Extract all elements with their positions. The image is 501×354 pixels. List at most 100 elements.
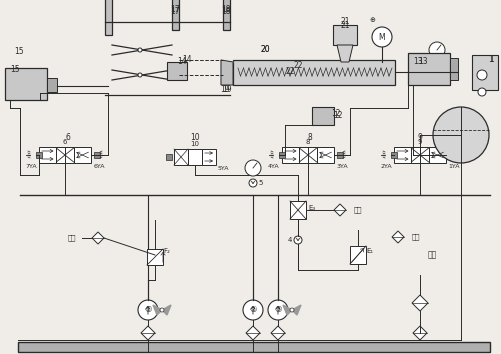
Text: 8: 8: [308, 132, 313, 142]
Text: 6: 6: [63, 139, 67, 145]
Polygon shape: [337, 45, 353, 62]
Text: 17: 17: [170, 7, 180, 17]
Bar: [223, 0, 230, 30]
Bar: [350, 246, 366, 264]
Bar: [299, 147, 317, 163]
Circle shape: [160, 308, 164, 312]
Text: 4: 4: [288, 237, 292, 243]
Circle shape: [138, 300, 158, 320]
Circle shape: [429, 42, 445, 58]
Bar: [233, 60, 395, 85]
Circle shape: [290, 308, 294, 312]
Text: 19: 19: [220, 86, 230, 95]
Text: 22: 22: [293, 61, 303, 69]
Text: 6YA: 6YA: [93, 165, 105, 170]
Bar: [279, 152, 285, 158]
Bar: [472, 55, 498, 90]
Polygon shape: [392, 231, 404, 243]
Bar: [147, 249, 163, 265]
Text: 1: 1: [488, 56, 493, 64]
Text: 22: 22: [285, 68, 295, 76]
Circle shape: [138, 48, 142, 52]
Text: 13: 13: [418, 57, 428, 67]
Text: 3YA: 3YA: [336, 165, 348, 170]
Circle shape: [478, 88, 486, 96]
Polygon shape: [153, 305, 162, 315]
Text: 1YA: 1YA: [448, 165, 460, 170]
Text: 14: 14: [182, 56, 192, 64]
Polygon shape: [292, 305, 301, 315]
Circle shape: [245, 160, 261, 176]
Text: 21: 21: [340, 17, 350, 27]
Polygon shape: [92, 232, 104, 244]
Text: ①: ①: [144, 306, 152, 314]
Bar: [394, 147, 411, 163]
Text: 19: 19: [222, 86, 232, 95]
Text: 5YA: 5YA: [217, 166, 229, 171]
Text: 15: 15: [10, 65, 20, 74]
Polygon shape: [413, 326, 427, 340]
Bar: [74, 147, 91, 163]
Polygon shape: [221, 60, 233, 85]
Bar: [94, 152, 100, 158]
Bar: [429, 147, 446, 163]
Text: 20: 20: [260, 46, 270, 55]
Text: 10: 10: [190, 141, 199, 147]
Text: F₂: F₂: [163, 248, 170, 254]
Text: 5: 5: [259, 180, 263, 186]
Text: 回油: 回油: [427, 251, 437, 259]
Circle shape: [268, 300, 288, 320]
Text: 15: 15: [14, 47, 24, 57]
Text: 信号: 信号: [68, 235, 76, 241]
Bar: [391, 152, 397, 158]
Text: 2YA: 2YA: [380, 165, 392, 170]
Bar: [56, 147, 74, 163]
Text: 信号: 信号: [412, 234, 420, 240]
Bar: [172, 0, 179, 30]
Text: 8: 8: [306, 139, 310, 145]
Text: 13: 13: [413, 57, 423, 67]
Text: 9: 9: [417, 132, 422, 142]
Text: ③: ③: [274, 306, 282, 314]
Bar: [450, 58, 458, 80]
Bar: [188, 149, 202, 165]
Text: 7YA: 7YA: [25, 165, 37, 170]
Bar: [174, 149, 188, 165]
Text: E₁: E₁: [366, 248, 374, 254]
Bar: [166, 154, 172, 160]
Text: 18: 18: [221, 7, 231, 17]
Bar: [317, 147, 334, 163]
Text: 10: 10: [190, 133, 200, 143]
Circle shape: [433, 107, 489, 163]
Bar: [202, 149, 216, 165]
Text: ②: ②: [249, 306, 257, 314]
Text: 12: 12: [333, 110, 343, 120]
Bar: [105, 0, 112, 35]
Bar: [5, 68, 47, 100]
Text: 17: 17: [170, 6, 180, 15]
Text: 20: 20: [260, 46, 270, 55]
Circle shape: [249, 179, 257, 187]
Text: 18: 18: [221, 6, 231, 15]
Text: ⊕: ⊕: [369, 17, 375, 23]
Bar: [282, 147, 299, 163]
Circle shape: [477, 70, 487, 80]
Text: E₃: E₃: [309, 205, 316, 211]
Circle shape: [243, 300, 263, 320]
Bar: [47, 78, 57, 92]
Bar: [312, 107, 334, 125]
Bar: [411, 147, 429, 163]
Text: 1: 1: [489, 56, 494, 64]
Polygon shape: [283, 305, 292, 315]
Bar: [449, 152, 455, 158]
Polygon shape: [334, 204, 346, 216]
Text: 14: 14: [177, 57, 187, 67]
Bar: [18, 342, 490, 352]
Circle shape: [294, 236, 302, 244]
Bar: [167, 62, 187, 80]
Text: 6: 6: [66, 132, 71, 142]
Bar: [333, 25, 357, 45]
Polygon shape: [221, 60, 233, 85]
Bar: [39, 147, 56, 163]
Polygon shape: [162, 305, 171, 315]
